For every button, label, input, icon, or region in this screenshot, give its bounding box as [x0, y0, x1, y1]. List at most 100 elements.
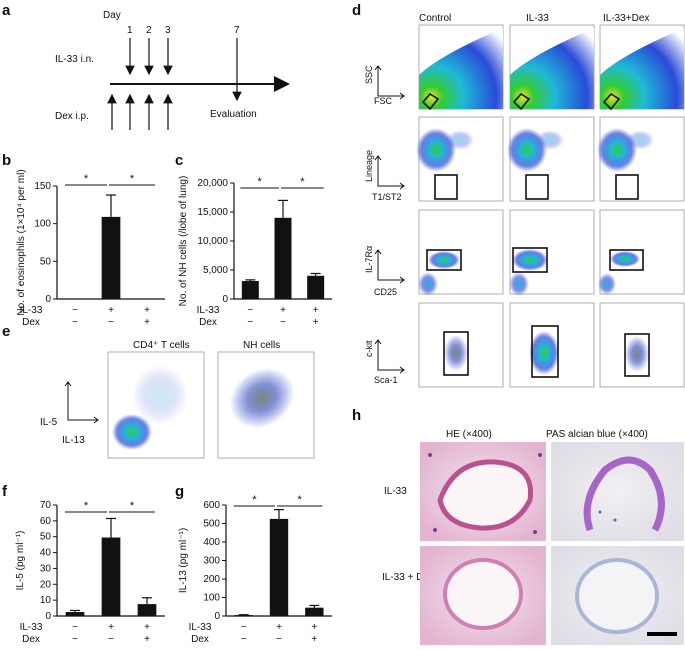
- histo-pas-il33: [551, 442, 684, 541]
- flow-gate: [531, 325, 559, 378]
- il33-sign: +: [311, 622, 317, 633]
- y-tick-label: 0: [45, 294, 51, 305]
- dex-sign: −: [280, 317, 286, 328]
- dex-row-label: Dex: [191, 634, 209, 645]
- il33-sign: +: [108, 622, 114, 633]
- flow-row4-xlabel: Sca-1: [374, 375, 398, 385]
- significance-star: *: [130, 173, 135, 185]
- y-axis-label: No. of eosinophils (1×10⁴ per ml): [16, 169, 27, 315]
- flow-row1-xlabel: FSC: [374, 96, 393, 106]
- y-tick-label: 30: [40, 563, 52, 574]
- flow-gate: [615, 174, 639, 200]
- bar: [234, 615, 253, 616]
- flow-row3-axes: IL-7Rα CD25: [364, 246, 405, 297]
- panel-letter-d: d: [352, 2, 361, 19]
- flow-gate: [602, 92, 621, 111]
- y-tick-label: 100: [203, 593, 220, 604]
- significance-star: *: [258, 176, 263, 188]
- dex-sign: −: [276, 634, 282, 645]
- chart-c-nh-cells: 0 5,000 10,000 15,000 20,000 No. of NH cells …: [178, 176, 332, 328]
- flow-col-control: Control: [419, 13, 451, 24]
- y-tick-label: 10,000: [197, 236, 228, 247]
- day-3: 3: [165, 25, 171, 36]
- panel-d-flow: Control IL-33 IL-33+Dex SSC FSC Lineage …: [364, 13, 685, 388]
- bar: [269, 518, 289, 616]
- il33-row-label: IL-33: [197, 305, 220, 316]
- flow-gate: [525, 174, 549, 200]
- flow-plot-r1-dex: [599, 24, 685, 111]
- flow-row3-xlabel: CD25: [374, 287, 397, 297]
- dex-row-label: Dex: [22, 317, 40, 328]
- flow-row1-ylabel: SSC: [364, 65, 374, 84]
- y-tick-label: 300: [203, 556, 220, 567]
- dex-route-label: Dex i.p.: [55, 111, 89, 122]
- il33-sign: −: [72, 305, 78, 316]
- y-tick-label: 400: [203, 537, 220, 548]
- flow-plot-r2-il33: [507, 116, 595, 202]
- y-tick-label: 5,000: [203, 265, 228, 276]
- dex-sign: −: [72, 634, 78, 645]
- il33-sign: +: [108, 305, 114, 316]
- panel-letter-c: c: [175, 152, 183, 169]
- chart-b-eosinophils: 0 50 100 150 No. of eosinophils (1×10⁴ per m…: [16, 169, 165, 328]
- panel-e-flow: CD4⁺ T cells NH cells IL-5 IL-13: [40, 340, 315, 459]
- flow-e-plot-cd4: [107, 351, 205, 459]
- il33-sign: +: [144, 622, 150, 633]
- flow-e-ylabel: IL-5: [40, 417, 58, 428]
- il33-sign: −: [241, 622, 247, 633]
- flow-plot-r1-il33: [509, 24, 595, 111]
- bar: [65, 612, 85, 616]
- bar: [101, 216, 121, 299]
- flow-row4-axes: c-kit Sca-1: [364, 339, 405, 385]
- flow-row4-ylabel: c-kit: [364, 340, 374, 357]
- bar: [274, 217, 292, 299]
- flow-gate: [512, 92, 531, 111]
- y-tick-label: 200: [203, 574, 220, 585]
- flow-row2-axes: Lineage T1/ST2: [364, 150, 405, 202]
- histo-col-pas: PAS alcian blue (×400): [546, 429, 648, 440]
- panel-letter-h: h: [352, 407, 361, 424]
- bar: [305, 607, 324, 616]
- flow-plot-r3-control: [418, 209, 504, 296]
- panel-letter-g: g: [175, 483, 184, 500]
- bar: [307, 275, 325, 299]
- il33-row-label: IL-33: [20, 622, 43, 633]
- flow-row2-ylabel: Lineage: [364, 150, 374, 182]
- flow-row3-ylabel: IL-7Rα: [364, 246, 374, 273]
- dex-sign: −: [108, 634, 114, 645]
- dex-row-label: Dex: [22, 634, 40, 645]
- significance-star: *: [84, 173, 89, 185]
- bar: [137, 604, 157, 616]
- scale-bar: [647, 632, 677, 636]
- dex-sign: −: [72, 317, 78, 328]
- histo-he-il33: [420, 442, 546, 541]
- il33-sign: −: [72, 622, 78, 633]
- significance-star: *: [130, 500, 135, 512]
- y-tick-label: 20,000: [197, 178, 228, 189]
- flow-plot-r3-il33: [509, 209, 595, 296]
- significance-star: *: [252, 494, 257, 506]
- y-tick-label: 40: [40, 548, 52, 559]
- bar: [241, 281, 259, 299]
- dex-sign: −: [247, 317, 253, 328]
- y-axis-label: IL-5 (pg ml⁻¹): [15, 531, 26, 591]
- flow-plot-r4-il33: [509, 302, 595, 388]
- bar: [101, 537, 121, 616]
- dex-sign: −: [241, 634, 247, 645]
- y-tick-label: 600: [203, 500, 220, 511]
- flow-gate: [434, 174, 458, 200]
- flow-plot-r4-control: [418, 302, 504, 388]
- panel-a-timeline: Day 1 2 3 7 IL-33 i.n. Dex i.p. Evaluati…: [55, 10, 290, 130]
- il33-sign: +: [144, 305, 150, 316]
- panel-letter-b: b: [2, 152, 11, 169]
- flow-plot-r2-dex: [597, 116, 685, 202]
- day-7: 7: [234, 25, 240, 36]
- flow-gate: [426, 249, 462, 271]
- panel-letter-f: f: [2, 483, 8, 500]
- y-tick-label: 70: [40, 500, 52, 511]
- panel-h-histology: HE (×400) PAS alcian blue (×400) IL-33 I…: [382, 429, 684, 645]
- day-2: 2: [146, 25, 152, 36]
- histo-row-il33-dex: IL-33 + Dex: [382, 572, 434, 583]
- flow-gate: [624, 333, 650, 377]
